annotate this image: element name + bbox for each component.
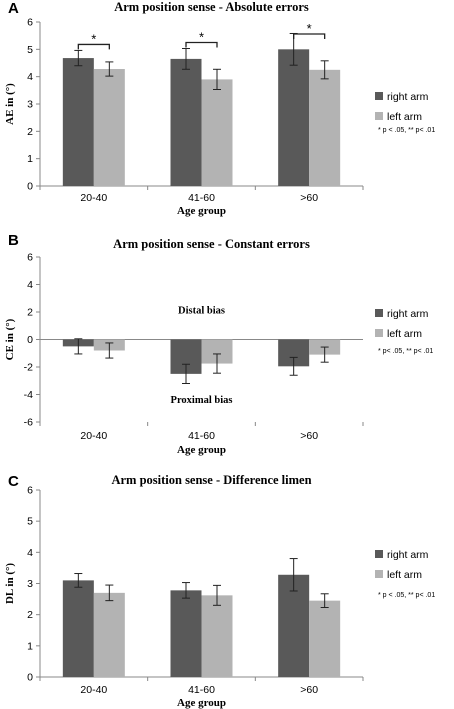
panel-letter: A [8, 0, 19, 17]
bar-right-arm-1 [170, 590, 202, 677]
bar-left-arm-1 [201, 595, 233, 677]
y-tick-label: -4 [24, 389, 33, 401]
significance-bracket [185, 41, 218, 48]
x-tick-label: >60 [300, 430, 318, 442]
legend-label: left arm [387, 569, 422, 581]
legend-swatch [375, 112, 383, 120]
legend-swatch [375, 92, 383, 100]
y-tick-label: 2 [27, 307, 33, 319]
chart-panel-b: B Arm position sense - Constant errors -6 -… [4, 232, 433, 456]
y-tick-label: 2 [27, 609, 33, 621]
y-tick-label: 2 [27, 126, 33, 138]
x-tick-label: >60 [300, 684, 318, 696]
chart-title: Arm position sense - Absolute errors [114, 0, 309, 14]
y-tick-label: 0 [27, 672, 33, 684]
significance-note: * p < .05, ** p< .01 [378, 592, 435, 599]
y-tick-label: 3 [27, 99, 33, 111]
legend-swatch [375, 309, 383, 317]
y-tick-label: -6 [24, 417, 33, 429]
chart-title: Arm position sense - Constant errors [113, 237, 310, 251]
y-tick-label: 3 [27, 578, 33, 590]
legend-swatch [375, 550, 383, 558]
y-tick-label: 4 [27, 279, 33, 291]
x-tick-label: 41-60 [188, 192, 215, 204]
bar-right-arm-2 [278, 574, 310, 677]
y-axis-label: DL in (°) [4, 563, 16, 604]
significance-star: * [91, 31, 96, 46]
y-axis-label: AE in (°) [4, 83, 16, 125]
y-tick-label: 1 [27, 153, 33, 165]
annotation-distal-bias: Distal bias [178, 305, 225, 316]
legend-label: right arm [387, 308, 429, 320]
significance-note: * p < .05, ** p< .01 [378, 127, 435, 134]
y-tick-label: 5 [27, 44, 33, 56]
y-tick-label: 1 [27, 640, 33, 652]
bar-right-arm-2 [278, 49, 310, 187]
bar-right-arm-0 [62, 580, 94, 677]
legend-label: left arm [387, 111, 422, 123]
x-tick-label: 20-40 [80, 192, 107, 204]
bar-left-arm-1 [201, 79, 233, 186]
chart-panel-c: C Arm position sense - Difference limen 0 1… [4, 473, 435, 709]
bar-right-arm-1 [170, 58, 202, 186]
chart-title: Arm position sense - Difference limen [111, 473, 311, 487]
bar-left-arm-0 [93, 69, 125, 186]
bar-right-arm-0 [62, 58, 94, 186]
y-tick-label: 6 [27, 485, 33, 497]
y-tick-label: 0 [27, 181, 33, 193]
legend-label: right arm [387, 549, 429, 561]
x-axis-label: Age group [177, 444, 226, 456]
x-tick-label: >60 [300, 192, 318, 204]
x-axis-label: Age group [177, 205, 226, 217]
y-tick-label: -2 [24, 362, 33, 374]
y-tick-label: 0 [27, 334, 33, 346]
x-axis-label: Age group [177, 697, 226, 709]
x-tick-label: 41-60 [188, 430, 215, 442]
significance-bracket [293, 33, 326, 39]
y-tick-label: 5 [27, 516, 33, 528]
bar-left-arm-0 [93, 592, 125, 677]
significance-bracket [77, 43, 110, 50]
y-axis-label: CE in (°) [4, 318, 16, 360]
significance-star: * [199, 30, 204, 45]
y-tick-label: 6 [27, 252, 33, 264]
legend-swatch [375, 570, 383, 578]
legend-label: left arm [387, 328, 422, 340]
x-tick-label: 20-40 [80, 430, 107, 442]
x-tick-label: 41-60 [188, 684, 215, 696]
significance-note: * p< .05, ** p< .01 [378, 348, 433, 355]
panel-letter: C [8, 473, 19, 490]
significance-star: * [307, 21, 312, 36]
chart-panel-a: A Arm position sense - Absolute errors 0 1 2… [4, 0, 435, 217]
bar-left-arm-2 [309, 69, 341, 186]
panel-letter: B [8, 232, 19, 249]
y-tick-label: 4 [27, 71, 33, 83]
bar-left-arm-2 [309, 600, 341, 677]
x-tick-label: 20-40 [80, 684, 107, 696]
legend-label: right arm [387, 91, 429, 103]
y-tick-label: 6 [27, 17, 33, 29]
legend-swatch [375, 329, 383, 337]
annotation-proximal-bias: Proximal bias [171, 395, 233, 406]
y-tick-label: 4 [27, 547, 33, 559]
